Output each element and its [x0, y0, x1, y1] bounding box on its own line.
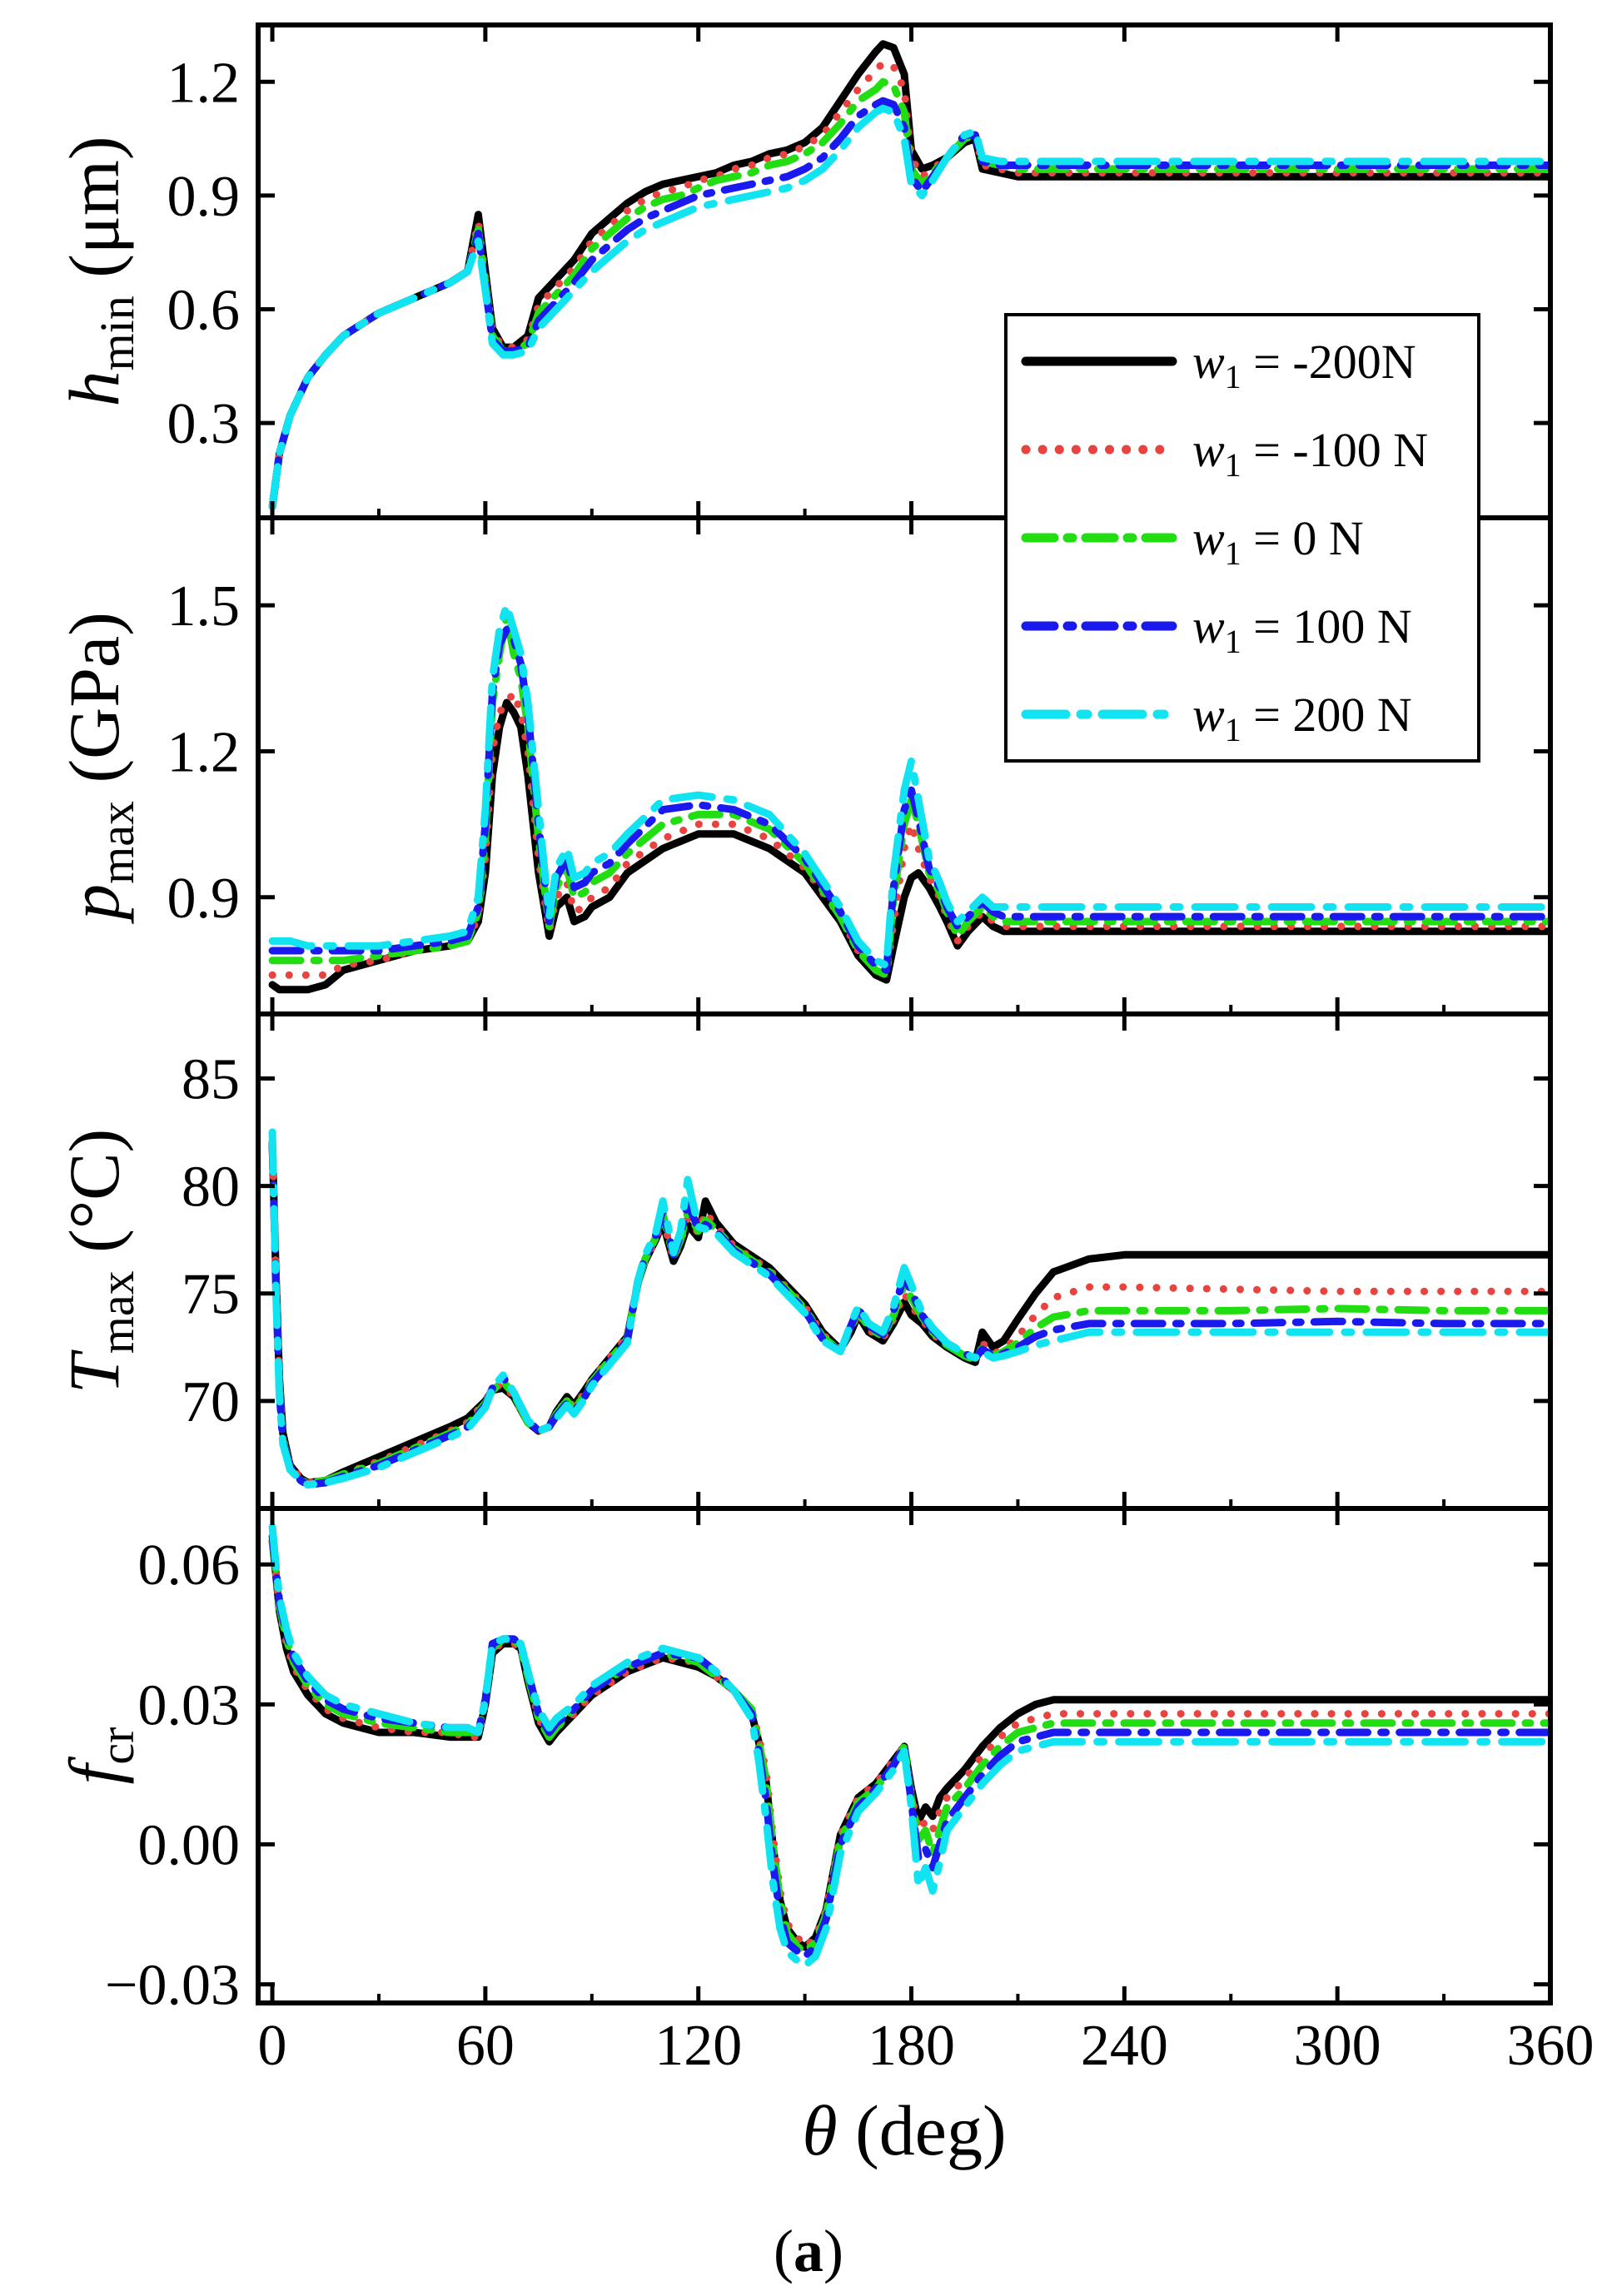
series-line-5	[268, 104, 1550, 510]
series-line-4	[268, 625, 1550, 974]
x-tick-label: 0	[258, 2014, 287, 2078]
series-group	[268, 40, 1550, 510]
legend: w1 = -200N w1 = -100 N w1 = 0 N w1 = 100 N w…	[1004, 313, 1480, 763]
series-line-3	[268, 1537, 1550, 1956]
y-tick-label: 85	[182, 1047, 240, 1111]
y-axis-title: pmax (GPa)	[54, 612, 144, 925]
y-tick-label: 0.6	[167, 279, 241, 343]
x-axis: 0 60 120 180 240 300 360 θ (deg)	[258, 2014, 1595, 2170]
legend-label-3: w1 = 0 N	[1192, 511, 1364, 572]
panel-f-cr: −0.03 0.00 0.03 0.06 fcr	[54, 1506, 1553, 2018]
y-tick-label: −0.03	[105, 1954, 240, 2018]
y-tick-label: 0.03	[138, 1673, 241, 1737]
y-axis-title: hmin (μm)	[54, 136, 144, 406]
y-tick-label: 1.2	[167, 51, 241, 115]
series-group	[268, 1128, 1550, 1489]
x-tick-label: 300	[1294, 2014, 1381, 2078]
x-tick-label: 60	[456, 2014, 515, 2078]
y-axis-title: Tmax (°C)	[54, 1129, 144, 1394]
y-tick-label: 0.9	[167, 165, 241, 229]
x-tick-label: 120	[654, 2014, 742, 2078]
series-line-5	[268, 1523, 1550, 1970]
legend-label-5: w1 = 200 N	[1192, 688, 1412, 748]
legend-label-1: w1 = -200N	[1192, 335, 1416, 395]
y-tick-label: 0.9	[167, 867, 241, 931]
x-tick-label: 240	[1081, 2014, 1168, 2078]
panels-group: 0.3 0.6 0.9 1.2 hmin (μm) 0.9 1.2 1.5 pmax (GPa)…	[54, 22, 1553, 2018]
series-line-5	[268, 1128, 1550, 1489]
y-tick-label: 70	[182, 1370, 240, 1434]
panel-p-max: 0.9 1.2 1.5 pmax (GPa)	[54, 515, 1553, 1016]
y-tick-label: 0.00	[138, 1813, 241, 1877]
series-group	[268, 1523, 1550, 1970]
y-tick-label: 0.3	[167, 392, 241, 456]
legend-label-2: w1 = -100 N	[1192, 423, 1428, 484]
y-tick-label: 80	[182, 1155, 240, 1220]
legend-label-4: w1 = 100 N	[1192, 599, 1412, 660]
series-line-5	[268, 601, 1550, 970]
panel-t-max: 70 75 80 85 Tmax (°C)	[54, 1011, 1553, 1511]
series-line-1	[268, 1139, 1550, 1487]
y-tick-label: 1.2	[167, 720, 241, 784]
series-group	[268, 601, 1550, 994]
y-tick-label: 1.5	[167, 574, 241, 639]
panel-frame	[256, 1506, 1553, 2005]
y-axis-title: fcr	[54, 1727, 144, 1785]
x-axis-title: θ (deg)	[802, 2090, 1006, 2170]
x-tick-label: 180	[868, 2014, 955, 2078]
series-line-4	[268, 1533, 1550, 1961]
figure-caption: (a)	[774, 2218, 843, 2284]
panel-h-min: 0.3 0.6 0.9 1.2 hmin (μm)	[54, 22, 1553, 520]
y-tick-label: 0.06	[138, 1533, 241, 1598]
series-line-2	[268, 1139, 1550, 1487]
x-tick-label: 360	[1507, 2014, 1595, 2078]
y-tick-label: 75	[182, 1263, 240, 1327]
